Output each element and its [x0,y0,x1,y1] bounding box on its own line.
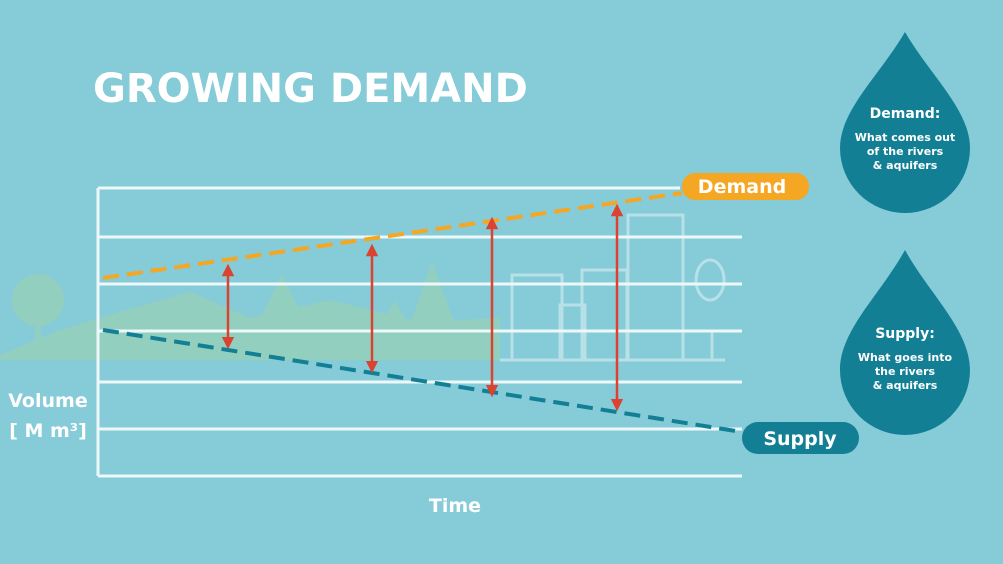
drop-heading: Demand: [870,106,941,122]
title: GROWING DEMAND [93,66,528,112]
x-label: Time [429,495,481,517]
y-label: Volume [8,390,87,412]
drop-heading: Supply: [875,326,935,342]
demand-line [102,191,683,280]
drop-text: of the rivers [867,145,944,158]
supply-drop [840,250,970,435]
drop-text: the rivers [875,365,936,378]
demand-label: Demand [698,176,786,198]
buildings [500,213,726,362]
drop-text: & aquifers [873,379,938,392]
demand-pill [682,173,809,200]
y-unit: [ M m³] [9,420,87,442]
supply-line [102,328,743,434]
demand-drop [840,32,970,213]
drop-text: What goes into [858,351,953,364]
supply-label: Supply [763,428,837,450]
gap-arrows [221,203,624,412]
drop-text: & aquifers [873,159,938,172]
drop-text: What comes out [855,131,956,144]
supply-pill [742,422,859,454]
